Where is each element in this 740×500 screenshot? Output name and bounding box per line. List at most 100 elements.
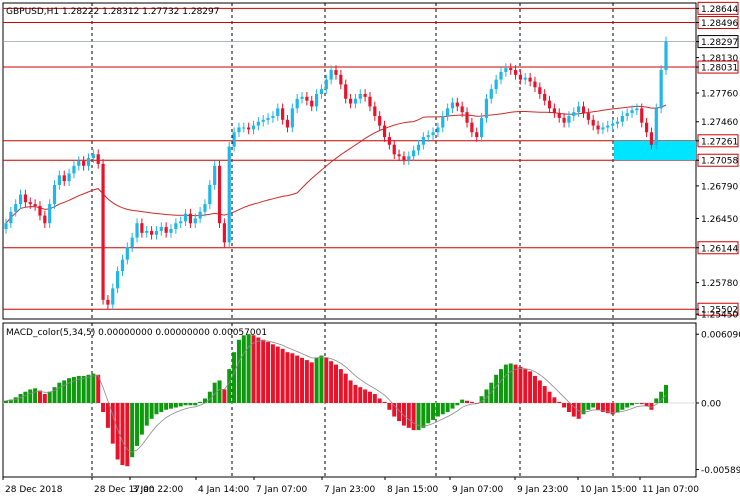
macd-bar-104 xyxy=(508,363,513,403)
macd-bar-135 xyxy=(659,391,664,403)
candle-118 xyxy=(577,106,581,113)
time-tick-3: 4 Jan 14:00 xyxy=(198,485,250,495)
candle-76 xyxy=(373,106,377,116)
macd-bar-134 xyxy=(654,398,659,403)
time-tick-5: 7 Jan 23:00 xyxy=(324,485,376,495)
price-tick-11: 1.26144 xyxy=(701,244,738,254)
macd-bar-51 xyxy=(251,335,256,403)
candle-78 xyxy=(382,125,387,138)
price-tick-2: 1.28297 xyxy=(701,38,738,48)
candle-74 xyxy=(363,93,367,97)
candle-60 xyxy=(295,98,299,109)
candle-111 xyxy=(543,93,547,101)
macd-bar-77 xyxy=(377,398,382,403)
macd-bar-25 xyxy=(125,403,130,467)
time-tick-2: 3 Jan 22:00 xyxy=(132,485,184,495)
candle-75 xyxy=(368,96,372,107)
macd-bar-1 xyxy=(8,399,13,403)
macd-bar-70 xyxy=(343,373,348,403)
macd-bar-23 xyxy=(115,403,120,460)
time-tick-10: 11 Jan 07:00 xyxy=(642,485,699,495)
macd-bar-49 xyxy=(241,335,246,403)
candle-112 xyxy=(547,100,552,109)
macd-bar-117 xyxy=(571,403,576,417)
macd-bar-83 xyxy=(406,403,411,428)
macd-bar-27 xyxy=(135,403,140,446)
price-tick-0: 1.28644 xyxy=(701,5,738,15)
macd-bar-119 xyxy=(581,403,586,415)
macd-bar-95 xyxy=(465,400,470,403)
macd-bar-131 xyxy=(639,403,644,405)
macd-bar-78 xyxy=(382,401,387,403)
candle-7 xyxy=(38,206,42,216)
macd-bar-87 xyxy=(426,403,431,424)
macd-bar-126 xyxy=(615,403,620,413)
candle-53 xyxy=(261,119,265,122)
macd-bar-38 xyxy=(188,403,193,406)
candle-11 xyxy=(57,175,61,185)
candle-71 xyxy=(348,98,353,104)
candle-28 xyxy=(140,223,144,233)
candle-92 xyxy=(450,102,455,109)
candle-18 xyxy=(91,154,95,159)
candle-131 xyxy=(640,108,644,123)
macd-bar-40 xyxy=(198,401,203,403)
macd-bar-113 xyxy=(552,397,557,403)
macd-bar-101 xyxy=(494,374,499,403)
candle-5 xyxy=(28,202,32,205)
candle-120 xyxy=(586,113,590,120)
candle-35 xyxy=(174,223,178,229)
candle-26 xyxy=(130,237,134,248)
candle-38 xyxy=(188,213,193,224)
macd-bar-44 xyxy=(217,380,222,403)
macd-bar-58 xyxy=(285,352,290,403)
macd-bar-39 xyxy=(193,403,198,406)
candle-22 xyxy=(111,288,115,305)
price-tick-5: 1.27760 xyxy=(701,90,738,100)
candle-42 xyxy=(208,184,212,205)
candle-34 xyxy=(169,228,173,233)
macd-bar-6 xyxy=(33,388,38,403)
candle-98 xyxy=(479,117,484,138)
candle-14 xyxy=(72,165,76,174)
candle-24 xyxy=(120,259,125,272)
candle-57 xyxy=(281,108,285,120)
macd-bar-112 xyxy=(547,391,552,403)
candle-64 xyxy=(314,93,319,107)
symbol-header: GBPUSD,H1 1.28222 1.28312 1.27732 1.2829… xyxy=(6,7,219,17)
candle-0 xyxy=(4,223,8,229)
price-pane[interactable] xyxy=(2,2,697,320)
candle-107 xyxy=(523,77,527,80)
candle-65 xyxy=(319,89,324,94)
macd-signal-line xyxy=(5,340,667,453)
macd-bar-85 xyxy=(416,403,421,431)
candle-96 xyxy=(470,122,474,133)
candles xyxy=(4,36,668,310)
macd-bar-4 xyxy=(23,391,28,403)
macd-bar-64 xyxy=(314,357,319,403)
macd-bar-88 xyxy=(431,403,436,420)
macd-bar-63 xyxy=(309,362,314,403)
time-tick-8: 9 Jan 23:00 xyxy=(517,485,569,495)
candle-89 xyxy=(436,127,440,133)
macd-bar-18 xyxy=(91,373,96,403)
candle-134 xyxy=(654,108,658,145)
price-tick-6: 1.27460 xyxy=(701,118,738,128)
macd-bar-93 xyxy=(455,403,460,406)
candle-86 xyxy=(421,137,425,145)
candle-113 xyxy=(552,108,556,114)
candle-115 xyxy=(562,117,566,123)
candle-70 xyxy=(344,84,348,99)
candle-122 xyxy=(596,125,600,130)
price-tick-4: 1.28031 xyxy=(701,64,738,74)
macd-bar-73 xyxy=(358,387,363,403)
macd-bar-116 xyxy=(566,403,571,413)
macd-bar-132 xyxy=(644,403,649,407)
candle-27 xyxy=(135,223,139,238)
macd-bar-90 xyxy=(440,403,445,415)
candle-95 xyxy=(465,112,469,123)
macd-bar-86 xyxy=(421,403,426,428)
candle-80 xyxy=(392,144,396,155)
macd-bar-69 xyxy=(338,369,343,403)
